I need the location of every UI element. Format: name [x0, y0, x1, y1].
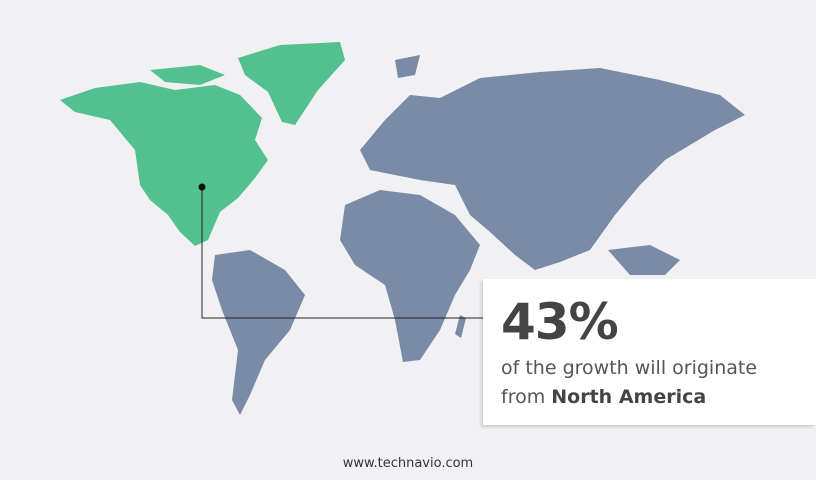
north-america-region: [60, 42, 345, 246]
other-regions: [212, 55, 745, 415]
region-name: North America: [551, 386, 707, 408]
southeast-asia: [608, 245, 680, 275]
connector-line: [201, 187, 483, 319]
eurasia: [360, 68, 745, 270]
africa: [340, 190, 480, 362]
stat-prefix: from: [501, 386, 546, 408]
website-footer: www.technavio.com: [342, 456, 474, 471]
stat-region-line: from North America: [501, 386, 706, 408]
south-america: [212, 250, 305, 415]
stat-card: 43% of the growth will originate from No…: [483, 279, 816, 425]
location-marker: [198, 183, 206, 191]
madagascar: [455, 315, 466, 338]
stat-description: of the growth will originate: [501, 357, 758, 379]
growth-percentage: 43%: [501, 293, 619, 351]
